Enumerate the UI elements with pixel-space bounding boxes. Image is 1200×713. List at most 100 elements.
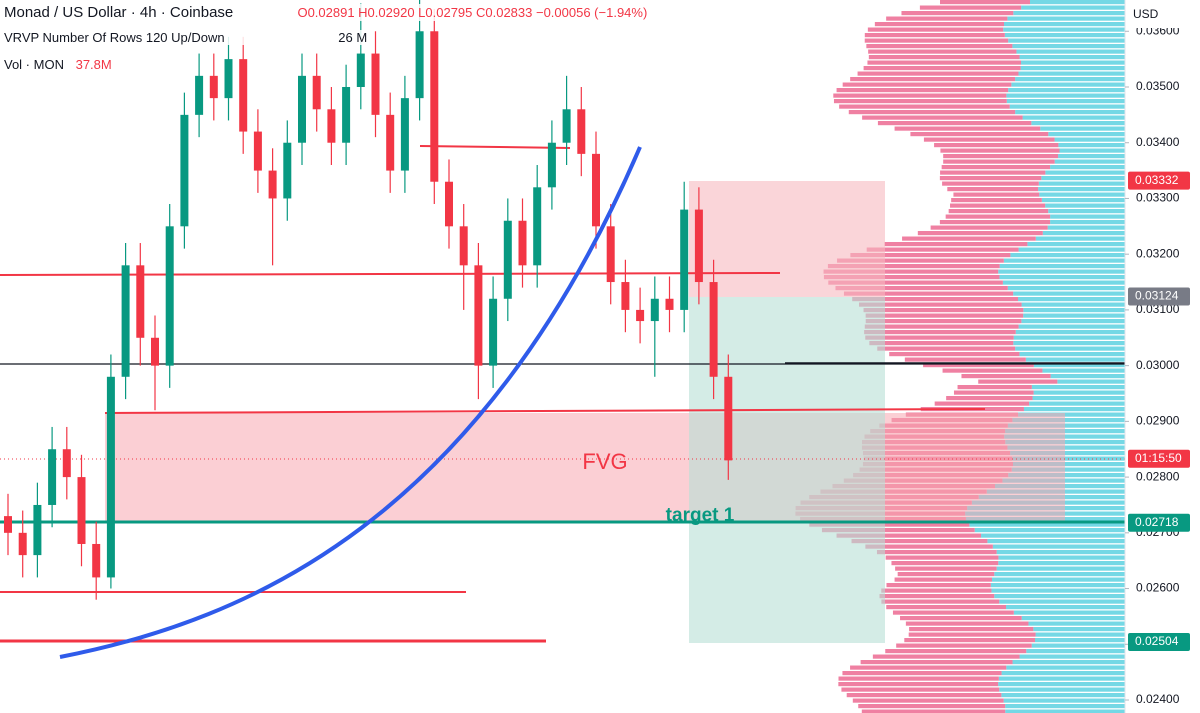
profile-bar [998,555,1125,560]
profile-bar [934,401,1030,406]
profile-bar [1019,352,1125,357]
profile-bar [999,599,1125,604]
profile-bar [939,220,1051,225]
profile-bar [886,16,1008,21]
currency[interactable]: USD [1133,7,1159,21]
profile-bar [923,137,1055,142]
profile-bar [1028,621,1125,626]
profile-bar [1001,671,1125,676]
profile-bar [881,599,1000,604]
profile-bar [934,143,1059,148]
profile-bar [850,253,1011,258]
profile-bar [1002,280,1125,285]
profile-bar [891,561,999,566]
profile-bar [846,693,1002,698]
tick-label: 0.02800 [1136,469,1180,483]
profile-bar [1003,22,1125,27]
profile-bar [1015,77,1125,82]
candle-body [724,376,733,461]
price-tag-label: 01:15:50 [1135,451,1182,465]
profile-bar [865,544,993,549]
candles [4,0,733,600]
profile-bar [1030,0,1125,5]
profile-bar [1019,654,1125,659]
profile-bar [838,682,999,687]
target-label: target 1 [666,505,735,526]
profile-bar [942,181,1039,186]
profile-bar [1031,385,1125,390]
candle-body [106,376,115,578]
profile-bar [877,121,1032,126]
profile-bar [1021,616,1125,621]
profile-bar [1007,445,1125,450]
profile-bar [1035,638,1125,643]
profile-bar [1042,368,1125,373]
profile-bar [900,616,1022,621]
indicator-row: VRVP Number Of Rows 120 Up/Down 26 M [0,30,372,45]
profile-bar [842,82,1012,87]
candle-body [92,543,101,578]
profile-bar [823,269,999,274]
profile-bar [833,99,1007,104]
profile-bar [1033,390,1125,395]
candle-body [518,220,527,266]
indicator-value: 26 M [338,30,368,45]
profile-bar [897,572,995,577]
profile-bar [1006,99,1125,104]
profile-bar [1008,473,1125,478]
profile-bar [1040,126,1125,131]
profile-bar [866,247,1019,252]
profile-bar [879,594,995,599]
profile-bar [901,11,1014,16]
profile-bar [1015,330,1125,335]
profile-bar [940,170,1046,175]
profile-bar [957,385,1032,390]
profile-bar [867,27,1004,32]
volume-label[interactable]: Vol · MON [4,57,64,72]
candle-body [342,86,351,143]
profile-bar [923,363,1034,368]
profile-bar [999,275,1125,280]
fvg-label: FVG [582,449,627,474]
candle-body [136,265,145,338]
profile-bar [1009,104,1125,109]
profile-bar [867,60,1022,65]
profile-bar [1041,198,1125,203]
profile-bar [865,319,1022,324]
indicator[interactable]: VRVP Number Of Rows 120 Up/Down [4,30,225,45]
profile-bar [836,88,1009,93]
price-tag [1128,449,1190,468]
profile-bar [857,71,1019,76]
profile-bar [945,214,1051,219]
candle-body [239,59,248,132]
profile-bar [950,203,1046,208]
symbol[interactable]: Monad / US Dollar · 4h · Coinbase [4,4,234,21]
profile-bar [1050,165,1125,170]
candle-body [474,265,483,366]
price-tag-label: 0.02718 [1135,515,1179,529]
price-tag [1128,287,1190,306]
profile-bar [1029,401,1125,406]
profile-bar [1006,665,1125,670]
profile-bar [1016,49,1125,54]
profile-bar [869,341,1014,346]
profile-bar [902,236,1036,241]
profile-bar [865,313,1024,318]
profile-bar [843,291,1014,296]
profile-bar [1003,27,1125,32]
profile-bar [821,528,975,533]
candle-body [121,265,130,377]
candle-body [430,31,439,182]
profile-bar [1054,159,1125,164]
ohlc: O0.02891 H0.02920 L0.02795 C0.02833 −0.0… [297,5,648,20]
profile-bar [1004,33,1125,38]
profile-bar [943,159,1055,164]
profile-bar [961,374,1051,379]
candle-body [283,142,292,199]
profile-bar [1042,231,1125,236]
profile-bar [886,605,1007,610]
profile-bar [1054,137,1125,142]
profile-bar [969,522,1125,527]
profile-bar [1007,423,1125,428]
candle-body [445,181,453,227]
